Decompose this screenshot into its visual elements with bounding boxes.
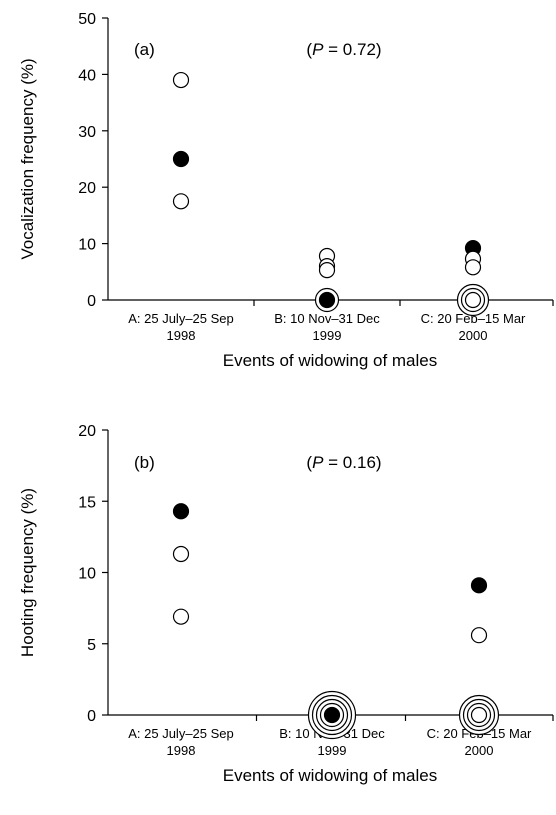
y-tick-label: 40 — [78, 67, 96, 84]
data-point — [172, 545, 190, 563]
point-marker — [172, 503, 190, 520]
data-point-stack — [456, 283, 490, 317]
x-tick-label: A: 25 July–25 Sep 1998 — [128, 311, 234, 343]
data-point — [470, 627, 488, 644]
y-axis-title: Hooting frequency (%) — [18, 488, 37, 657]
y-tick-label: 50 — [78, 11, 96, 28]
y-tick-label: 0 — [87, 708, 96, 725]
data-point — [318, 262, 336, 279]
point-marker — [172, 608, 190, 625]
chart-panel-1: 0 10 20 30 40 50 A: 25 July–25 Sep 1998 B: 10 No… — [18, 11, 554, 370]
y-axis-title: Vocalization frequency (%) — [18, 58, 37, 259]
point-marker — [172, 71, 190, 89]
y-tick-label: 30 — [78, 124, 96, 141]
point-marker — [470, 706, 488, 724]
data-point-stack — [314, 287, 340, 313]
x-tick-label: A: 25 July–25 Sep 1998 — [128, 726, 234, 758]
point-marker — [172, 150, 190, 168]
point-marker — [323, 706, 341, 724]
data-point — [172, 150, 190, 168]
panel-label: (b) — [134, 453, 155, 472]
point-marker — [172, 193, 190, 210]
y-tick-label: 20 — [78, 180, 96, 197]
data-point — [470, 577, 488, 594]
panel-label: (a) — [134, 40, 155, 59]
point-marker — [470, 577, 488, 594]
point-marker — [318, 262, 336, 279]
point-marker — [464, 259, 482, 276]
y-tick-label: 0 — [87, 293, 96, 310]
p-value-annotation: (P = 0.72) — [306, 40, 381, 59]
point-marker — [172, 545, 190, 563]
point-marker — [470, 627, 488, 644]
data-point — [172, 193, 190, 210]
data-point — [464, 259, 482, 276]
y-tick-label: 10 — [78, 566, 96, 583]
y-tick-label: 15 — [78, 494, 96, 511]
data-point-stack — [307, 690, 357, 740]
point-marker — [464, 291, 482, 309]
data-point — [172, 608, 190, 625]
x-axis-title: Events of widowing of males — [223, 351, 438, 370]
x-axis-title: Events of widowing of males — [223, 766, 438, 785]
data-point-stack — [458, 694, 500, 736]
y-tick-label: 20 — [78, 423, 96, 440]
point-marker — [318, 291, 336, 309]
data-point — [172, 503, 190, 520]
y-tick-label: 10 — [78, 237, 96, 254]
data-point — [172, 71, 190, 89]
y-tick-label: 5 — [87, 637, 96, 654]
p-value-annotation: (P = 0.16) — [306, 453, 381, 472]
